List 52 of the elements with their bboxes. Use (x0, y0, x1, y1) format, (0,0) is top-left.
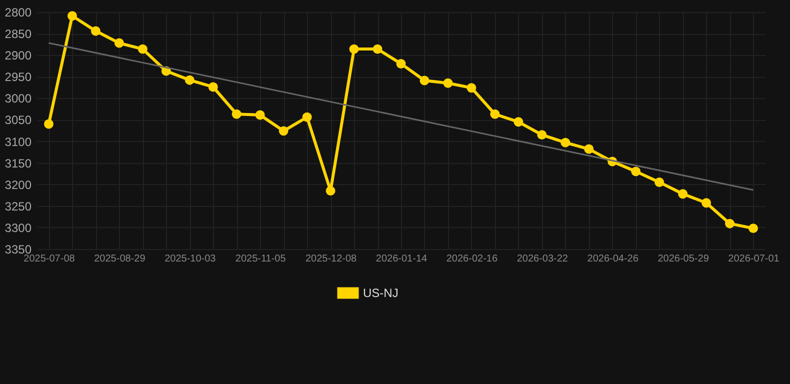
x-tick-label: 2026-01-14 (376, 254, 428, 264)
point (748, 224, 758, 234)
point (138, 44, 148, 54)
point (654, 177, 664, 187)
point (90, 26, 100, 36)
point (232, 109, 242, 119)
point (560, 138, 570, 148)
point (420, 76, 430, 86)
x-tick-label: 2026-04-26 (587, 254, 639, 264)
point (702, 198, 712, 208)
x-tick-label: 2026-03-22 (516, 254, 568, 264)
x-tick-label: 2025-08-29 (94, 254, 146, 264)
point (396, 58, 406, 68)
legend-label: US-NJ (363, 286, 398, 300)
y-tick-label: 2900 (4, 48, 32, 63)
y-tick-label: 3250 (4, 199, 32, 214)
y-tick-label: 3300 (4, 220, 32, 235)
x-tick-label: 2025-07-08 (24, 254, 76, 264)
point (537, 130, 547, 140)
point (278, 126, 288, 136)
point (372, 44, 382, 54)
point (631, 166, 641, 176)
point (584, 144, 594, 154)
point (466, 83, 476, 93)
point (514, 117, 524, 127)
y-tick-label: 3050 (4, 113, 32, 128)
y-tick-label: 3100 (4, 134, 32, 149)
x-tick-label: 2026-02-16 (446, 254, 498, 264)
y-tick-label: 2850 (4, 27, 32, 42)
x-tick-label: 2025-12-08 (305, 254, 358, 264)
x-tick-label: 2025-11-05 (235, 254, 286, 264)
point (349, 44, 359, 54)
point (114, 38, 124, 48)
y-tick-label: 2950 (4, 70, 32, 84)
point (678, 189, 688, 199)
y-tick-label: 3200 (4, 178, 32, 192)
point (208, 82, 218, 92)
point (67, 11, 77, 21)
x-tick-label: 2025-10-03 (164, 254, 216, 264)
point (443, 78, 453, 88)
point (184, 75, 194, 85)
point (255, 110, 265, 120)
point (490, 109, 500, 119)
x-tick-label: 2026-07-01 (728, 254, 780, 264)
y-tick-label: 3000 (4, 92, 32, 106)
y-tick-label: 2800 (4, 6, 32, 20)
point (326, 186, 336, 196)
point (44, 119, 54, 129)
x-tick-label: 2026-05-29 (658, 254, 710, 264)
y-tick-label: 3150 (4, 156, 32, 170)
point (725, 218, 735, 228)
point (302, 112, 312, 122)
